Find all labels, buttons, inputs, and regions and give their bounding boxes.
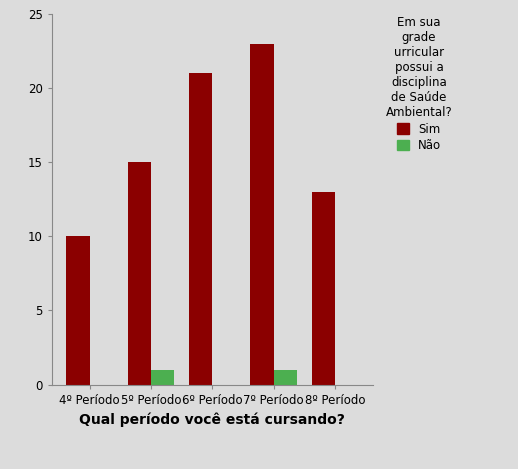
Bar	[189, 73, 212, 385]
Bar	[250, 44, 274, 385]
X-axis label: Qual período você está cursando?: Qual período você está cursando?	[79, 412, 346, 427]
Bar	[66, 236, 90, 385]
Bar	[312, 192, 335, 385]
Legend: Sim, Não: Sim, Não	[382, 13, 456, 156]
Bar	[128, 162, 151, 385]
Bar	[151, 370, 175, 385]
Bar	[274, 370, 297, 385]
